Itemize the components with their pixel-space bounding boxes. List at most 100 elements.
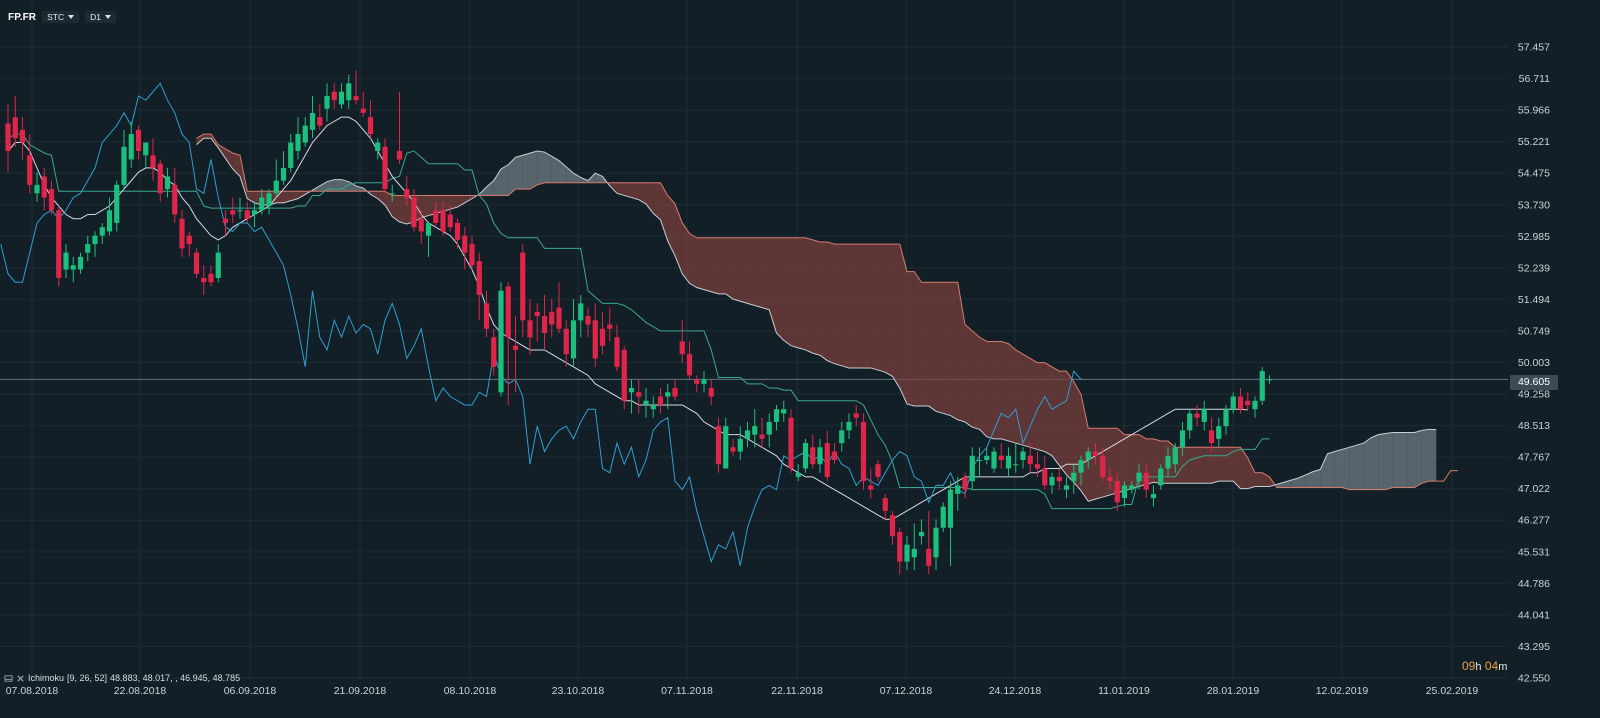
candle [150,138,156,181]
symbol-label[interactable]: FP.FR [8,11,37,23]
candle-body [578,303,584,321]
cloud-segment [689,233,697,288]
candle [1230,392,1236,414]
candle-body [911,548,917,558]
candle-body [1107,476,1113,482]
source-dropdown[interactable]: STC [42,11,80,23]
candle [201,265,207,295]
cloud-segment [1226,447,1234,482]
candle [650,396,656,418]
candle-body [643,400,649,405]
candle-body [201,277,207,283]
candle [1216,417,1222,448]
interval-dropdown[interactable]: D1 [85,11,116,23]
price-tick-label: 57.457 [1518,42,1550,54]
cloud-segment [392,195,400,222]
candle [367,100,374,139]
cloud-segment [276,191,284,203]
candle-body [295,134,301,152]
cloud-segment [1349,445,1357,490]
cloud-segment [965,324,973,428]
candle-body [1078,460,1084,473]
candle [592,303,598,367]
cloud-segment [1240,447,1248,489]
cloud-segment [290,191,298,201]
candle [114,180,120,232]
candle [1063,476,1070,499]
candle [991,447,997,473]
candle-body [665,392,671,397]
candle [1208,417,1215,452]
cloud-segment [1305,471,1313,488]
candle-body [1208,430,1215,444]
candle [1100,447,1106,482]
close-icon[interactable] [16,674,25,683]
candle [1223,404,1229,435]
indicator-name: Ichimoku [28,673,65,683]
cloud-segment [1211,447,1219,484]
candle [85,235,91,262]
cloud-segment [1030,358,1038,450]
cloud-segment [319,181,327,192]
candle [737,426,743,461]
candle [802,438,809,473]
candle [846,413,852,439]
candle-body [433,210,439,223]
cloud-segment [631,182,639,200]
candle [636,379,642,414]
candle [179,210,185,257]
settings-icon[interactable] [4,674,13,683]
candle-body [570,320,577,359]
cloud-segment [1015,349,1023,446]
candle-body [389,193,395,195]
cloud-segment [812,239,820,356]
candle-body [766,421,772,435]
candle-body [839,430,845,444]
candle [1201,400,1207,431]
cloud-segment [863,244,871,368]
candle-body [70,265,76,270]
cloud-segment [1233,447,1241,489]
cloud-segment [776,237,784,341]
candle [1085,447,1091,469]
candle-body [984,455,990,461]
candle [831,443,838,465]
price-tick-label: 47.767 [1518,452,1550,464]
candle-body [1121,485,1128,499]
candle [244,201,250,223]
candle [607,307,613,342]
price-tick-label: 55.221 [1518,136,1550,148]
candle-body [324,95,330,109]
candle [643,388,649,418]
candle [382,138,388,194]
time-axis: 07.08.2018 22.08.2018 06.09.2018 21.09.2018… [6,685,1479,697]
candle-body [425,222,432,236]
cloud-segment [638,182,646,204]
candle-body [85,244,91,253]
candle-body [27,155,33,185]
price-tick-label: 50.749 [1518,325,1550,337]
cloud-segment [696,237,704,290]
candle [527,299,533,355]
candle [911,523,917,571]
candle [266,189,272,215]
candle [1114,472,1120,511]
candle [476,252,482,321]
date-tick-label: 22.08.2018 [114,685,167,697]
candle [962,472,968,499]
kijun-line [7,133,1270,510]
candle [280,151,287,185]
candle-body [730,447,736,452]
candle [5,104,11,173]
candle-body [868,485,874,490]
candle [926,510,932,575]
candle-body [621,349,627,401]
candle [1027,443,1033,473]
cloud-segment [1088,428,1096,502]
candle [1172,443,1178,473]
candle [106,197,113,236]
candle-body [193,252,200,274]
candle [433,201,439,228]
candle [918,519,925,545]
